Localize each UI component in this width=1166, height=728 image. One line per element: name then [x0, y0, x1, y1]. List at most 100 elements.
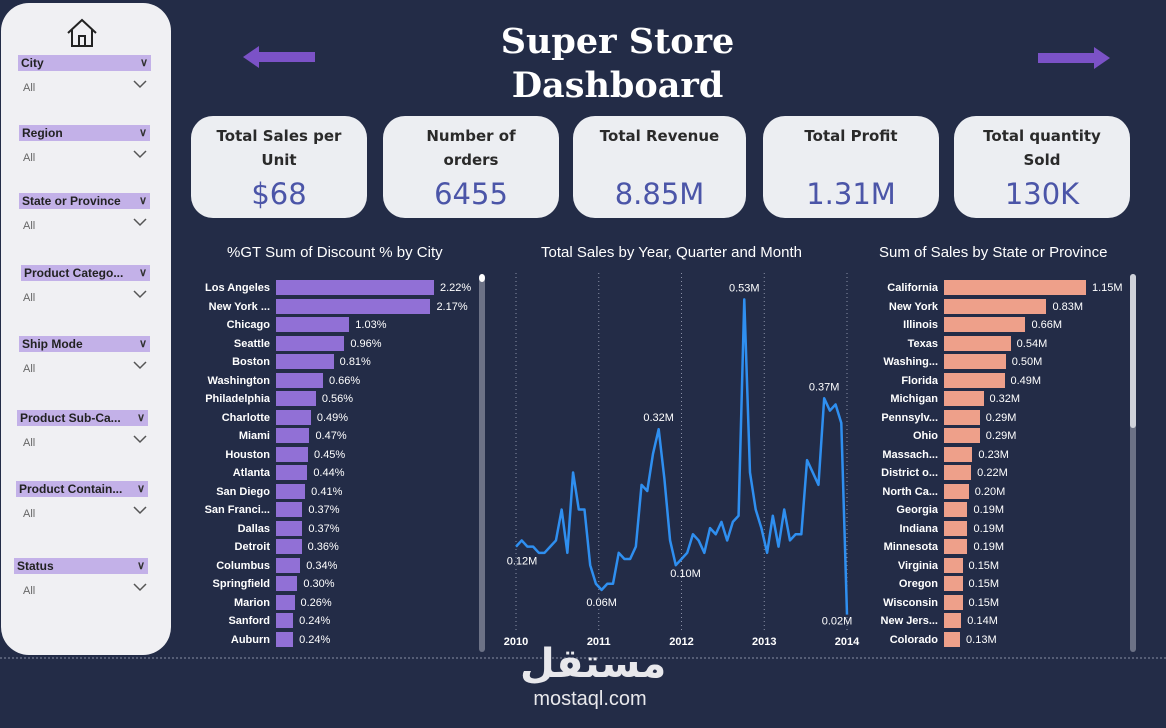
bar[interactable] [944, 354, 1006, 369]
bar[interactable] [276, 298, 431, 314]
bar-value-label: 0.36% [307, 541, 339, 553]
home-icon[interactable] [66, 17, 98, 49]
bar-category-label: Columbus [216, 559, 270, 572]
dropdown-chevron-icon[interactable] [133, 434, 147, 444]
chevron-down-icon[interactable]: ∨ [138, 267, 147, 279]
chevron-down-icon[interactable]: ∨ [139, 57, 148, 69]
bar[interactable] [276, 428, 310, 443]
bar[interactable] [944, 409, 980, 425]
bar[interactable] [276, 354, 334, 369]
bar-category-label: Illinois [903, 319, 938, 331]
bar-category-label: San Franci... [204, 504, 270, 516]
bar[interactable] [276, 631, 294, 647]
state-chart-scrollbar[interactable] [1130, 274, 1136, 652]
bar-value-label: 0.56% [321, 393, 354, 405]
slicer-value[interactable]: All [23, 220, 36, 232]
sales-line-chart: 2010 2011 2012 2013 2014 0.12M 0.06M 0.32M 0.10M… [504, 273, 860, 648]
bar[interactable] [276, 613, 294, 628]
bar-category-label: Texas [907, 337, 938, 350]
dropdown-chevron-icon[interactable] [133, 505, 147, 515]
bar[interactable] [944, 391, 984, 406]
x-tick-label: 2011 [587, 636, 611, 648]
bar[interactable] [944, 520, 968, 536]
dropdown-chevron-icon[interactable] [133, 217, 147, 227]
slicer-value[interactable]: All [23, 437, 36, 449]
chevron-down-icon[interactable]: ∨ [136, 483, 145, 495]
arrow-right-icon[interactable] [1038, 47, 1110, 69]
bar[interactable] [944, 483, 969, 499]
chevron-down-icon[interactable]: ∨ [138, 338, 147, 350]
slicer-value[interactable]: All [23, 508, 36, 520]
bar[interactable] [944, 594, 963, 610]
bar[interactable] [944, 502, 968, 517]
bar[interactable] [276, 280, 434, 295]
dropdown-chevron-icon[interactable] [133, 79, 147, 89]
slicer-label: Ship Mode ∨ [19, 336, 150, 352]
bar-category-label: Washington [207, 374, 270, 387]
bar[interactable] [276, 483, 306, 499]
kpi-label-line-1: Number of [426, 127, 516, 145]
bar[interactable] [276, 594, 295, 610]
bar-value-label: 2.17% [436, 300, 468, 313]
sales-line-series[interactable] [515, 298, 849, 615]
chevron-down-icon[interactable]: ∨ [138, 127, 147, 139]
bar[interactable] [276, 557, 301, 573]
bar[interactable] [944, 428, 980, 443]
bar[interactable] [944, 539, 968, 554]
bar-category-label: Pennsylv... [881, 411, 938, 424]
bar[interactable] [276, 520, 303, 536]
bar-value-label: 0.29M [985, 411, 1017, 424]
bar[interactable] [944, 446, 973, 462]
bar[interactable] [276, 391, 316, 406]
bar[interactable] [276, 317, 350, 332]
state-scroll-thumb[interactable] [1130, 274, 1136, 428]
chevron-down-icon[interactable]: ∨ [136, 412, 145, 424]
dropdown-chevron-icon[interactable] [133, 289, 147, 299]
bar[interactable] [944, 613, 962, 628]
slicer-value[interactable]: All [23, 292, 36, 304]
chevron-down-icon[interactable]: ∨ [136, 560, 145, 572]
bar-category-label: Ohio [912, 430, 938, 442]
bar-category-label: Indiana [899, 522, 938, 535]
bar[interactable] [276, 335, 345, 351]
bar-value-label: 0.81% [339, 356, 371, 368]
chevron-down-icon[interactable]: ∨ [138, 195, 147, 207]
bar[interactable] [276, 576, 298, 591]
bar[interactable] [276, 409, 311, 425]
slicer-value[interactable]: All [23, 152, 36, 164]
bar[interactable] [944, 335, 1011, 351]
bar[interactable] [276, 502, 303, 517]
dropdown-chevron-icon[interactable] [133, 149, 147, 159]
bar-value-label: 0.96% [350, 337, 382, 350]
arrow-left-icon[interactable] [243, 46, 315, 68]
bar[interactable] [944, 631, 961, 647]
bar-value-label: 0.44% [313, 467, 345, 479]
page-title: Super Store Dashboard [470, 20, 765, 108]
bar-value-label: 0.19M [973, 522, 1005, 535]
city-scroll-thumb[interactable] [479, 274, 485, 282]
bar[interactable] [276, 446, 309, 462]
bar[interactable] [944, 372, 1005, 388]
bar[interactable] [944, 298, 1047, 314]
bar[interactable] [276, 372, 323, 388]
city-chart-scrollbar[interactable] [479, 274, 485, 652]
slicer-value[interactable]: All [23, 363, 36, 375]
bar[interactable] [944, 280, 1086, 295]
slicer-value[interactable]: All [23, 585, 36, 597]
bar-value-label: 0.19M [973, 541, 1005, 553]
slicer-label: Status ∨ [14, 558, 148, 574]
dropdown-chevron-icon[interactable] [133, 582, 147, 592]
bar[interactable] [276, 539, 302, 554]
bar[interactable] [944, 317, 1026, 332]
slicer-value[interactable]: All [23, 82, 36, 94]
bar-value-label: 0.13M [966, 633, 997, 646]
data-label: 0.02M [822, 616, 853, 628]
bar[interactable] [944, 465, 972, 480]
bar[interactable] [944, 557, 963, 573]
kpi-label-line-2: orders [443, 151, 499, 169]
data-label: 0.10M [670, 568, 701, 580]
bar[interactable] [276, 465, 308, 480]
dropdown-chevron-icon[interactable] [133, 360, 147, 370]
bar-value-label: 0.15M [968, 596, 1000, 609]
bar[interactable] [944, 576, 963, 591]
